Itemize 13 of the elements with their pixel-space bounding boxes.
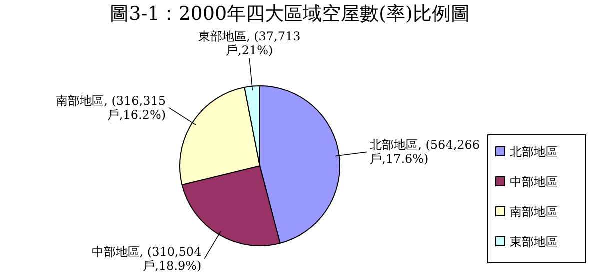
text: 戶,17.6%) (370, 152, 429, 166)
legend-label: 北部地區 (510, 145, 558, 159)
text: 戶,18.9%) (143, 258, 202, 273)
category-label: 南部地區, (316,315 (56, 94, 166, 108)
category-label: 北部地區, (564,266 (370, 138, 480, 152)
chart-title: 圖3-1：2000年四大區域空屋數(率)比例圖 (110, 3, 470, 25)
text: 戶,21%) (226, 44, 274, 58)
legend-label: 東部地區 (510, 235, 558, 249)
legend-label: 南部地區 (510, 205, 558, 219)
category-label: 東部地區, (37,713 (198, 30, 301, 44)
text: 戶,16.2%) (107, 108, 166, 122)
category-label: 中部地區, (310,504 (92, 244, 202, 259)
legend-label: 中部地區 (510, 175, 558, 189)
